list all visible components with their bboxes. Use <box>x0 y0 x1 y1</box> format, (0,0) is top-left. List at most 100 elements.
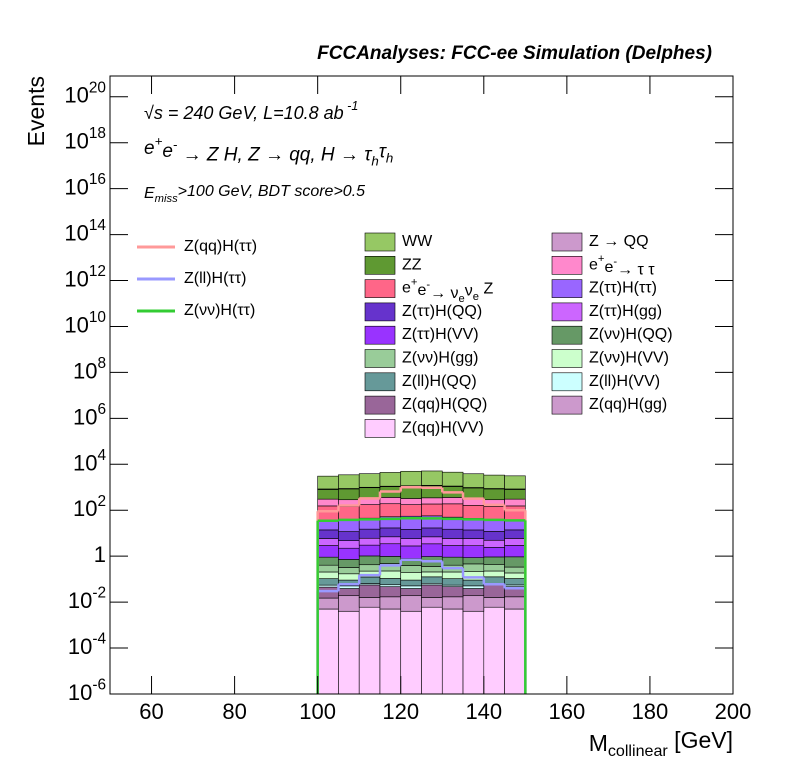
histogram-bar <box>504 475 526 490</box>
histogram-bar <box>358 537 381 546</box>
x-tick-label: 200 <box>715 699 752 724</box>
annotation: √s = 240 GeV, L=10.8 ab -1​ <box>144 99 358 122</box>
y-axis-label: Events <box>23 76 49 146</box>
legend-label: Z(ll)H(QQ) <box>402 373 477 390</box>
legend-label: Z(ll)H(VV) <box>589 373 660 390</box>
histogram-bar <box>379 472 402 487</box>
histogram-bar <box>441 503 464 518</box>
histogram-bar <box>358 528 381 539</box>
histogram-bar <box>317 489 339 500</box>
x-axis-label: Mcollinear​ [GeV] <box>589 727 733 761</box>
histogram-bar <box>400 585 422 589</box>
histogram-bar <box>462 588 485 597</box>
histogram-bar <box>441 471 464 487</box>
histogram-bar <box>462 505 485 519</box>
histogram-bar <box>504 489 526 500</box>
chart-title: FCCAnalyses: FCC-ee Simulation (Delphes) <box>317 43 712 64</box>
histogram-bar <box>462 563 485 572</box>
histogram-bar <box>400 572 422 581</box>
legend-swatch <box>551 279 583 298</box>
legend-label: Z(ll)H(ττ) <box>184 270 246 287</box>
histogram-bar <box>400 504 422 517</box>
legend-swatch <box>364 279 396 298</box>
histogram-bar <box>358 606 381 695</box>
histogram-bar <box>358 504 381 519</box>
histogram-bar <box>317 556 339 566</box>
histogram-bar <box>317 529 339 539</box>
histogram-bar <box>358 576 381 584</box>
histogram-bar <box>358 597 381 608</box>
histogram-bar <box>338 567 360 575</box>
histogram-bar <box>441 556 464 566</box>
histogram-bar <box>504 572 526 579</box>
histogram-bar <box>400 528 422 539</box>
histogram-bar <box>462 557 485 565</box>
histogram-bar <box>358 555 381 566</box>
x-tick-label: 180 <box>632 699 669 724</box>
legend-swatch <box>551 372 583 392</box>
histogram-bar <box>441 608 464 695</box>
histogram-bar <box>317 538 339 546</box>
legend-swatch <box>364 255 396 275</box>
histogram-bar <box>483 597 505 608</box>
legend-swatch <box>364 419 396 438</box>
histogram-bar <box>504 505 526 522</box>
histogram-bar <box>317 584 339 588</box>
legend-label: Z(νν)H(VV) <box>589 350 669 367</box>
legend-swatch <box>364 325 396 345</box>
histogram-bar <box>379 536 402 545</box>
histogram-bar <box>338 488 360 501</box>
histogram-bar <box>317 520 339 531</box>
x-tick-label: 120 <box>382 699 419 724</box>
x-tick-label: 80 <box>222 699 246 724</box>
legend-swatch <box>551 302 583 322</box>
histogram-bar <box>462 579 485 587</box>
histogram-bar <box>338 610 360 695</box>
histogram-bar <box>421 576 443 584</box>
legend-label: Z(νν)H(QQ) <box>589 326 673 343</box>
histogram-bar <box>504 566 526 574</box>
histogram-bar <box>462 585 485 589</box>
histogram-bar <box>504 578 526 586</box>
histogram-bar <box>504 529 526 539</box>
legend-swatch <box>364 372 396 392</box>
histogram-bar <box>462 529 485 539</box>
y-tick-label: 10-4​ <box>68 631 107 659</box>
histogram-bar <box>358 473 381 488</box>
histogram-bar <box>379 570 402 579</box>
histogram-bar <box>421 571 443 578</box>
histogram-bar <box>317 578 339 586</box>
histogram-bar <box>483 570 505 578</box>
x-tick-label: 140 <box>465 699 502 724</box>
histogram-bar <box>358 487 381 499</box>
histogram-bar <box>421 606 443 695</box>
histogram-bar <box>483 556 505 565</box>
histogram-bar <box>358 584 381 598</box>
histogram-bar <box>317 545 339 558</box>
histogram-bar <box>338 573 360 581</box>
histogram-bar <box>379 497 402 505</box>
histogram-bar <box>338 506 360 521</box>
histogram-bar <box>421 566 443 573</box>
histogram-bar <box>504 545 526 558</box>
legend-label: Z(ττ)H(gg) <box>589 303 662 320</box>
legend-swatch <box>551 255 583 275</box>
histogram-bar <box>421 584 443 598</box>
histogram-bar <box>421 503 443 517</box>
histogram-bar <box>400 538 422 547</box>
histogram-bar <box>504 608 526 695</box>
annotation: Emiss​>100 GeV, BDT score>0.5 <box>144 183 365 205</box>
y-tick-label: 106​ <box>73 401 106 429</box>
histogram-bar <box>317 498 339 507</box>
histogram-bar <box>400 588 422 597</box>
stack <box>317 470 526 695</box>
y-tick-label: 1012​ <box>64 263 106 291</box>
histogram-bar <box>421 543 443 557</box>
histogram-bar <box>462 538 485 546</box>
histogram-bar <box>338 595 360 612</box>
histogram-bar <box>400 579 422 587</box>
histogram-bar <box>317 564 339 573</box>
histogram-bar <box>317 571 339 579</box>
legend-swatch <box>551 349 583 368</box>
histogram-bar <box>338 559 360 568</box>
